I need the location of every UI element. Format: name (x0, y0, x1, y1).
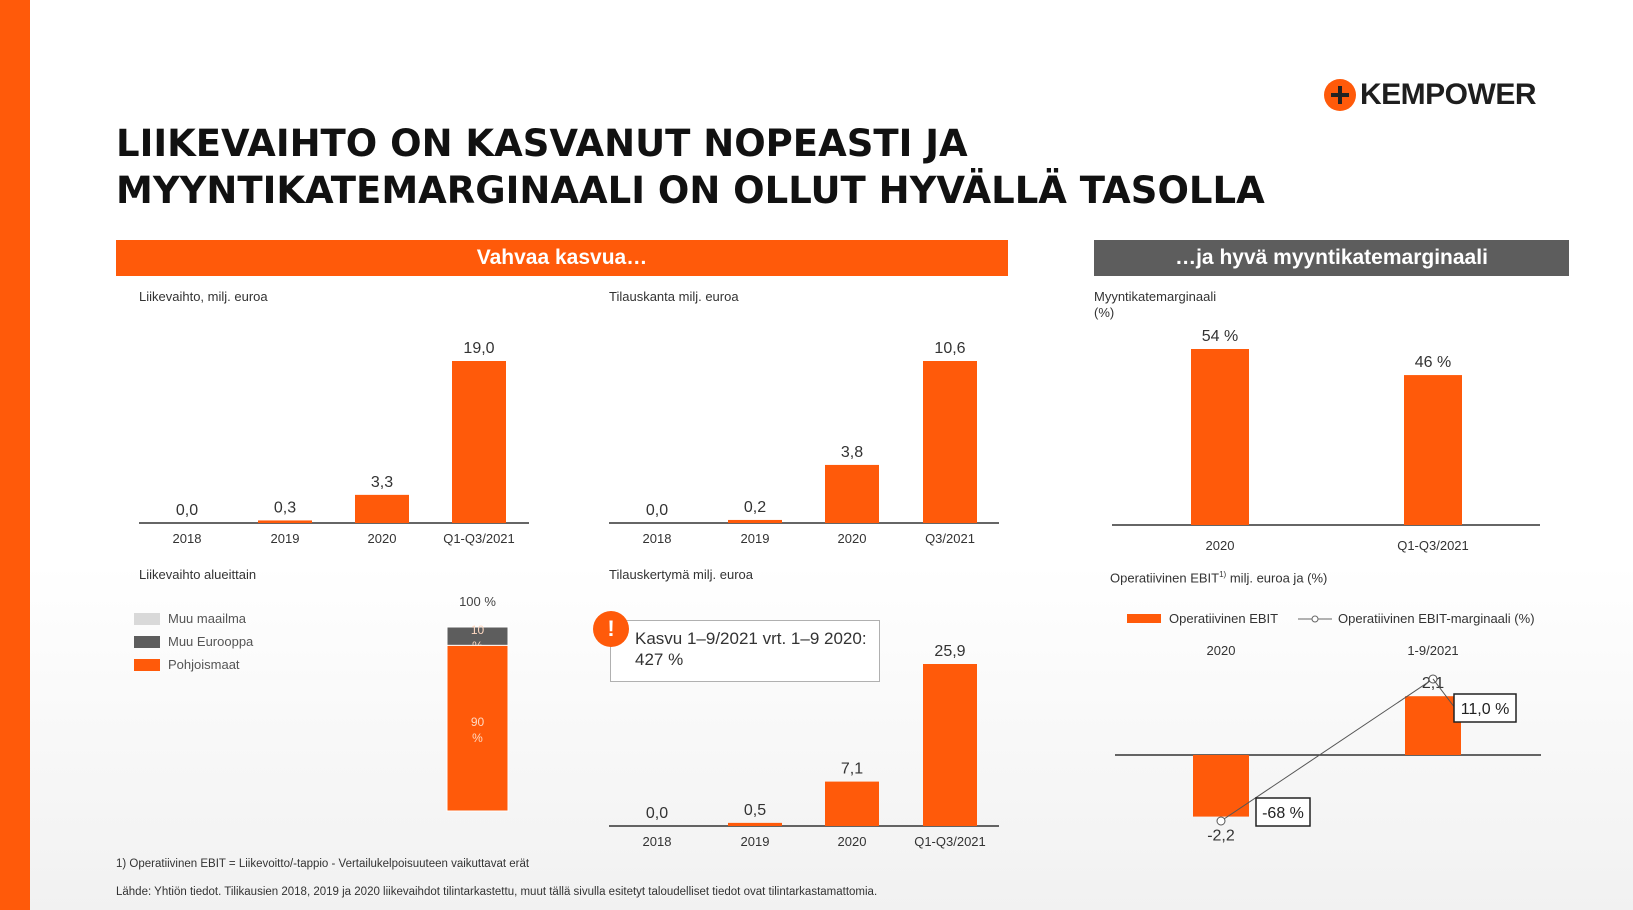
order-backlog-category-label: Q3/2021 (925, 531, 975, 546)
revenue-category-label: Q1-Q3/2021 (443, 531, 515, 546)
legend-swatch (134, 658, 160, 671)
order-intake-bar (923, 664, 977, 826)
regional-segment-label: 10 (471, 623, 485, 637)
line-marker-icon (1298, 615, 1332, 622)
order-intake-bar (825, 781, 879, 826)
order-intake-category-label: 2020 (838, 834, 867, 849)
order-backlog-bar (923, 361, 977, 523)
growth-banner: Vahvaa kasvua… (116, 240, 1008, 276)
callout-line1: Kasvu 1–9/2021 vrt. 1–9 2020: (635, 629, 867, 648)
order-intake-value-label: 0,5 (744, 802, 766, 819)
growth-callout: Kasvu 1–9/2021 vrt. 1–9 2020: 427 % (610, 620, 880, 682)
regional-top-label: 100 % (459, 594, 496, 609)
page-title-line2: MYYNTIKATEMARGINAALI ON OLLUT HYVÄLLÄ TA… (116, 169, 1265, 212)
ebit-margin-box (1255, 797, 1311, 827)
order-backlog-bar (825, 464, 879, 523)
order-backlog-category-label: 2018 (643, 531, 672, 546)
page-title-line1: LIIKEVAIHTO ON KASVANUT NOPEASTI JA (116, 122, 968, 165)
footnote-ebit: 1) Operatiivinen EBIT = Liikevoitto/-tap… (116, 858, 530, 870)
legend-swatch (1127, 614, 1161, 623)
order-backlog-category-label: 2019 (741, 531, 770, 546)
ebit-value-label: -2,2 (1207, 828, 1235, 845)
gross-margin-chart-title: Myyntikatemarginaali (%) (1094, 289, 1216, 321)
order-intake-value-label: 0,0 (646, 805, 668, 822)
callout-line2: 427 % (635, 650, 684, 669)
gross-margin-category-label: 2020 (1206, 538, 1235, 553)
ebit-bar (1193, 755, 1249, 817)
kempower-logo: KEMPOWER (1324, 78, 1537, 112)
order-intake-category-label: Q1-Q3/2021 (914, 834, 986, 849)
legend-swatch (134, 635, 160, 648)
order-intake-chart-title: Tilauskertymä milj. euroa (609, 567, 754, 582)
ebit-category-label: 2020 (1207, 643, 1236, 658)
ebit-margin-point (1216, 816, 1226, 826)
logo-text: KEMPOWER (1360, 78, 1537, 111)
ebit-margin-line (1220, 678, 1434, 822)
revenue-bar (258, 520, 312, 523)
revenue-category-label: 2018 (173, 531, 202, 546)
ebit-chart-title: Operatiivinen EBIT1) milj. euroa ja (%) (1110, 570, 1328, 586)
revenue-category-label: 2020 (368, 531, 397, 546)
ebit-margin-box (1453, 693, 1517, 723)
ebit-value-label: 2,1 (1422, 675, 1444, 692)
order-backlog-value-label: 0,0 (646, 502, 668, 519)
order-intake-category-label: 2019 (741, 834, 770, 849)
margin-banner: …ja hyvä myyntikatemarginaali (1094, 240, 1569, 276)
gross-margin-bar (1404, 375, 1462, 525)
revenue-category-label: 2019 (271, 531, 300, 546)
gross-margin-title-line2: (%) (1094, 305, 1115, 320)
order-backlog-chart-title: Tilauskanta milj. euroa (609, 289, 739, 304)
gross-margin-value-label: 46 % (1415, 354, 1451, 371)
legend-item-ebit-margin: Operatiivinen EBIT-marginaali (%) (1298, 611, 1535, 626)
revenue-value-label: 0,3 (274, 499, 296, 516)
ebit-margin-label: -68 % (1262, 805, 1304, 822)
plus-icon (1324, 79, 1356, 111)
legend-item-ebit: Operatiivinen EBIT (1127, 611, 1278, 626)
ebit-margin-label: 11,0 % (1461, 701, 1510, 718)
regional-segment (446, 644, 509, 812)
alert-icon: ! (593, 611, 629, 647)
regional-segment-label: 90 (471, 715, 485, 729)
ebit-margin-leader (1432, 678, 1456, 709)
order-backlog-value-label: 0,2 (744, 499, 766, 516)
order-backlog-bar (728, 519, 782, 523)
footnote-source: Lähde: Yhtiön tiedot. Tilikausien 2018, … (116, 886, 878, 898)
gross-margin-title-line1: Myyntikatemarginaali (1094, 289, 1217, 304)
left-accent-bar (0, 0, 30, 910)
revenue-chart-title: Liikevaihto, milj. euroa (139, 289, 268, 304)
order-intake-value-label: 25,9 (934, 643, 965, 660)
revenue-bar (355, 494, 409, 523)
order-intake-value-label: 7,1 (841, 761, 863, 778)
revenue-value-label: 19,0 (463, 340, 494, 357)
revenue-bar (452, 361, 506, 523)
gross-margin-bar (1191, 349, 1249, 525)
legend-item-pohjoismaat: Pohjoismaat (134, 657, 240, 672)
order-backlog-category-label: 2020 (838, 531, 867, 546)
ebit-category-label: 1-9/2021 (1407, 643, 1458, 658)
order-backlog-value-label: 3,8 (841, 444, 863, 461)
revenue-value-label: 3,3 (371, 474, 393, 491)
regional-segment-label: % (472, 731, 483, 745)
revenue-value-label: 0,0 (176, 502, 198, 519)
legend-item-muu-maailma: Muu maailma (134, 611, 246, 626)
order-intake-bar (728, 822, 782, 826)
ebit-bar (1405, 696, 1461, 755)
gross-margin-value-label: 54 % (1202, 328, 1238, 345)
page-title: LIIKEVAIHTO ON KASVANUT NOPEASTI JA MYYN… (116, 120, 1265, 214)
legend-item-muu-eurooppa: Muu Eurooppa (134, 634, 253, 649)
order-backlog-value-label: 10,6 (934, 340, 965, 357)
regional-chart-title: Liikevaihto alueittain (139, 567, 257, 582)
gross-margin-category-label: Q1-Q3/2021 (1397, 538, 1469, 553)
legend-swatch (134, 612, 160, 625)
order-intake-category-label: 2018 (643, 834, 672, 849)
